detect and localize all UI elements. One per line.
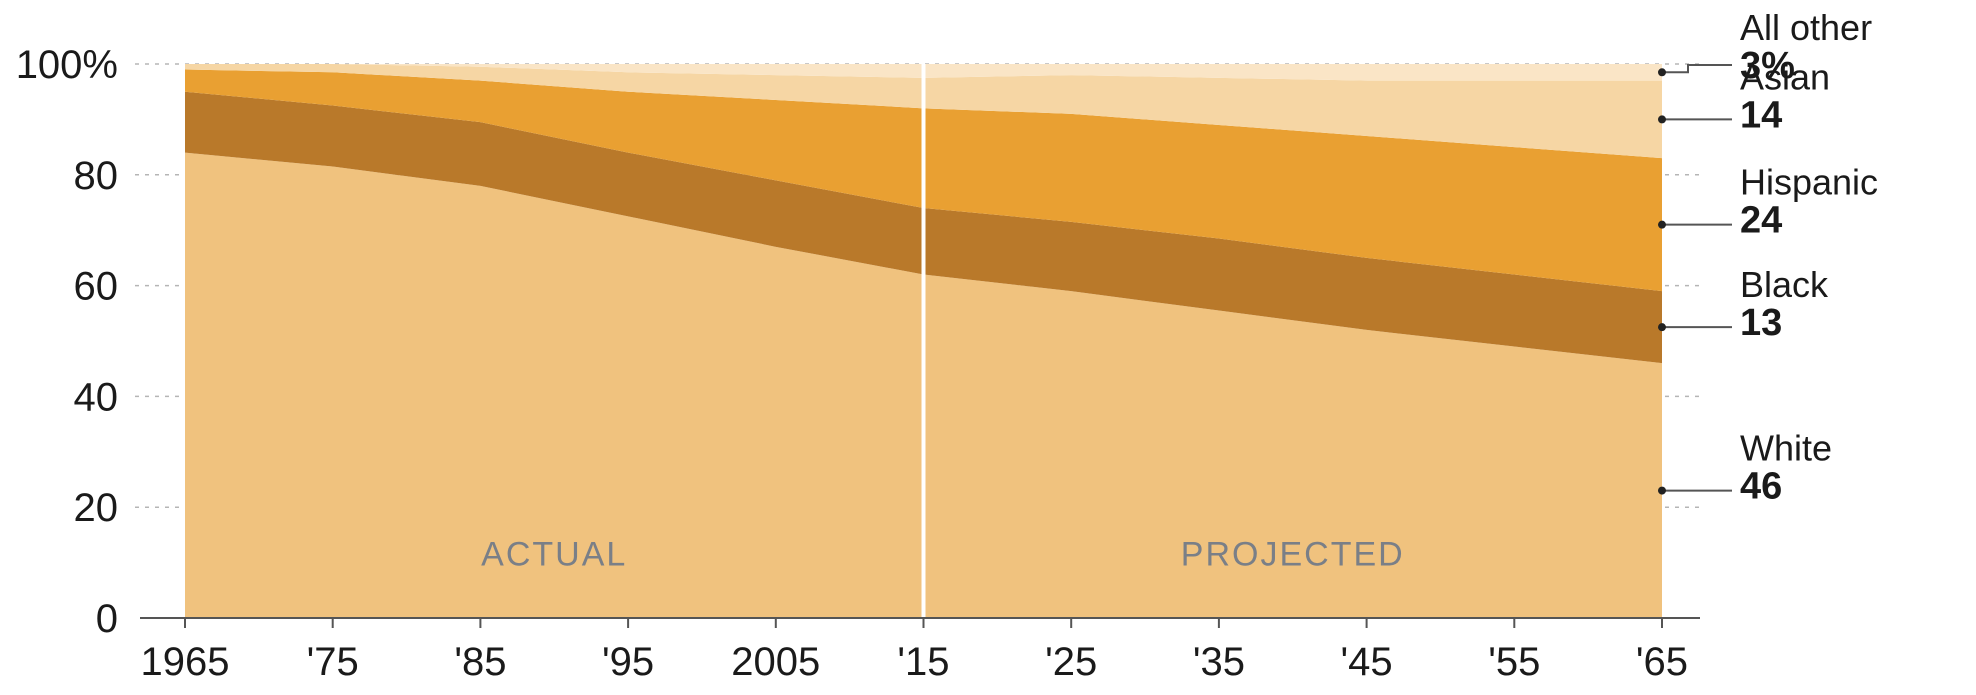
x-tick-label: 2005	[731, 640, 820, 684]
leader-dot-all-other	[1658, 68, 1666, 77]
y-tick-label: 80	[74, 154, 119, 198]
x-tick-label: '45	[1341, 640, 1393, 684]
y-tick-label: 40	[74, 375, 119, 419]
label-value-hispanic: 24	[1740, 200, 1782, 242]
x-tick-label: '25	[1045, 640, 1097, 684]
actual-label: ACTUAL	[481, 535, 627, 573]
x-tick-label: '95	[602, 640, 654, 684]
x-tick-label: '75	[307, 640, 359, 684]
axes: 1965 '75 '85 '95 2005 '15 '25 '35 '45 '55 '65 0 20 40…	[16, 43, 1700, 684]
x-tick-label: '55	[1488, 640, 1540, 684]
chart-overlays: ACTUAL PROJECTED	[481, 64, 1405, 626]
y-tick-label: 100%	[16, 43, 118, 87]
x-tick-label: '65	[1636, 640, 1688, 684]
leader-line-all-other	[1662, 64, 1732, 74]
x-tick-label: '85	[454, 640, 506, 684]
label-value-asian: 14	[1740, 94, 1782, 136]
label-value-all-other: 3%	[1740, 45, 1795, 87]
x-tick-label: '35	[1193, 640, 1245, 684]
label-value-white: 46	[1740, 466, 1782, 508]
y-tick-label: 60	[74, 265, 119, 309]
projected-label: PROJECTED	[1181, 535, 1405, 573]
label-name-black: Black	[1740, 264, 1829, 305]
x-tick-label: 1965	[141, 640, 230, 684]
label-name-hispanic: Hispanic	[1740, 162, 1878, 203]
leader-dot-black	[1658, 323, 1666, 332]
leader-dot-asian	[1658, 115, 1666, 124]
leader-dot-hispanic	[1658, 220, 1666, 229]
x-tick-label: '15	[897, 640, 949, 684]
area-asian	[185, 64, 1662, 159]
label-name-white: White	[1740, 428, 1832, 469]
leader-dot-white	[1658, 486, 1666, 495]
label-name-all-other: All other	[1740, 7, 1872, 48]
y-tick-label: 20	[74, 486, 119, 530]
label-value-black: 13	[1740, 302, 1782, 344]
label-name-asian: Asian	[1740, 56, 1830, 97]
y-tick-label: 0	[96, 597, 118, 641]
